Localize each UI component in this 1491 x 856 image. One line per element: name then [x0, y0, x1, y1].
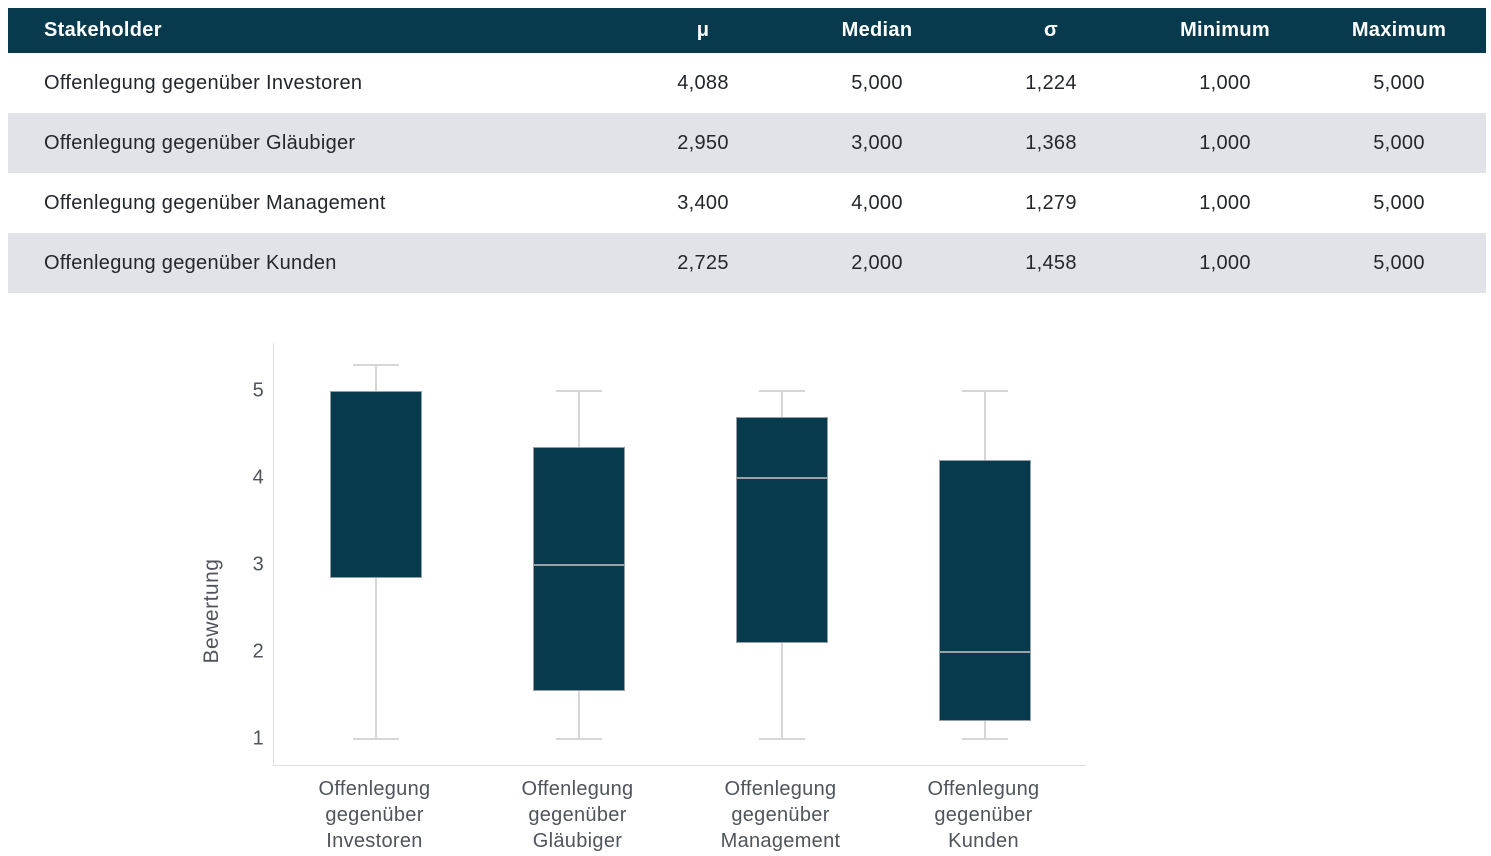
table-header-row: Stakeholder μ Median σ Minimum Maximum	[8, 8, 1486, 53]
cell-mu: 2,725	[677, 251, 729, 274]
whisker-low	[374, 577, 377, 739]
column-header-stakeholder: Stakeholder	[44, 19, 162, 41]
cell-mu: 2,950	[677, 131, 729, 154]
column-header-maximum: Maximum	[1351, 19, 1447, 41]
column-header-minimum: Minimum	[1180, 19, 1270, 41]
cell-maximum: 5,000	[1373, 131, 1425, 154]
y-tick-label: 4	[252, 466, 264, 489]
cell-maximum: 5,000	[1373, 191, 1425, 214]
whisker-cap-low	[555, 737, 602, 740]
x-category-label: Offenlegung gegenüber Investoren	[318, 778, 431, 852]
cell-sigma: 1,279	[1025, 191, 1077, 214]
whisker-high	[983, 390, 986, 461]
x-category-label: Offenlegung gegenüber Management	[720, 778, 841, 852]
row-label: Offenlegung gegenüber Kunden	[44, 251, 337, 274]
y-tick-label: 3	[252, 553, 264, 576]
whisker-cap-high	[961, 389, 1008, 392]
whisker-cap-low	[961, 737, 1008, 740]
cell-sigma: 1,224	[1025, 71, 1077, 94]
cell-sigma: 1,458	[1025, 251, 1077, 274]
x-category-label: Offenlegung gegenüber Gläubiger	[521, 778, 634, 852]
whisker-high	[374, 364, 377, 391]
row-label: Offenlegung gegenüber Management	[44, 191, 386, 214]
box	[532, 447, 625, 692]
table-row: Offenlegung gegenüber Kunden 2,725 2,000…	[8, 233, 1486, 293]
whisker-low	[577, 691, 580, 739]
cell-median: 3,000	[851, 131, 903, 154]
median-line	[938, 650, 1031, 653]
plot-area: 5 4 3 2 1	[253, 343, 1086, 766]
stats-table: Stakeholder μ Median σ Minimum Maximum O…	[8, 8, 1486, 293]
table-row: Offenlegung gegenüber Management 3,400 4…	[8, 173, 1486, 233]
table-row: Offenlegung gegenüber Investoren 4,088 5…	[8, 53, 1486, 113]
whisker-cap-high	[758, 389, 805, 392]
row-label: Offenlegung gegenüber Gläubiger	[44, 131, 356, 154]
whisker-cap-high	[555, 389, 602, 392]
column-header-mu: μ	[696, 19, 710, 41]
cell-mu: 3,400	[677, 191, 729, 214]
row-label: Offenlegung gegenüber Investoren	[44, 71, 363, 94]
whisker-cap-low	[758, 737, 805, 740]
cell-minimum: 1,000	[1199, 251, 1251, 274]
column-header-sigma: σ	[1044, 19, 1058, 41]
table-row: Offenlegung gegenüber Gläubiger 2,950 3,…	[8, 113, 1486, 173]
whisker-cap-high	[352, 363, 399, 366]
cell-median: 2,000	[851, 251, 903, 274]
whisker-high	[780, 390, 783, 417]
cell-minimum: 1,000	[1199, 131, 1251, 154]
x-category-label: Offenlegung gegenüber Kunden	[927, 778, 1040, 852]
y-tick-label: 5	[252, 379, 264, 402]
whisker-cap-low	[352, 737, 399, 740]
whisker-low	[780, 643, 783, 739]
box	[735, 416, 828, 644]
cell-maximum: 5,000	[1373, 251, 1425, 274]
cell-maximum: 5,000	[1373, 71, 1425, 94]
box	[938, 460, 1031, 722]
y-tick-label: 2	[252, 640, 264, 663]
median-line	[735, 476, 828, 479]
cell-minimum: 1,000	[1199, 191, 1251, 214]
x-axis-labels: Offenlegung gegenüber Investoren Offenlegun…	[273, 776, 1085, 856]
whisker-low	[983, 721, 986, 739]
y-axis-label: Bewertung	[200, 558, 223, 664]
whisker-high	[577, 390, 580, 448]
cell-mu: 4,088	[677, 71, 729, 94]
cell-median: 5,000	[851, 71, 903, 94]
y-tick-label: 1	[252, 727, 264, 750]
cell-sigma: 1,368	[1025, 131, 1077, 154]
cell-median: 4,000	[851, 191, 903, 214]
median-line	[532, 563, 625, 566]
box	[329, 390, 422, 578]
cell-minimum: 1,000	[1199, 71, 1251, 94]
boxplot-chart: Bewertung 5 4 3 2 1 Offenlegung gegenüber Inve…	[0, 320, 1491, 852]
column-header-median: Median	[841, 19, 913, 41]
